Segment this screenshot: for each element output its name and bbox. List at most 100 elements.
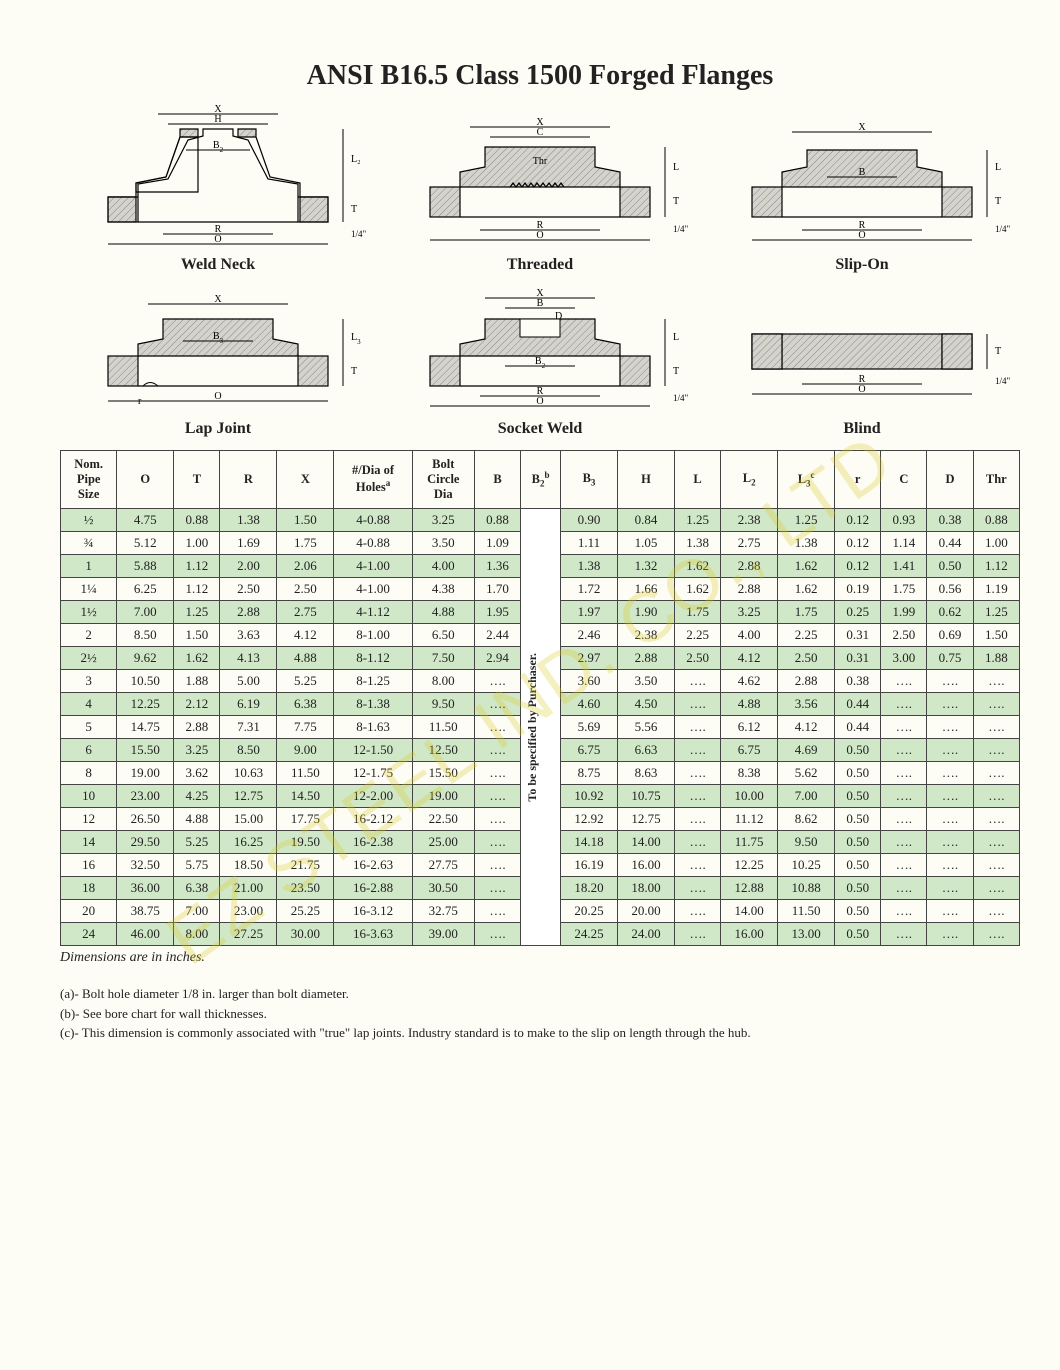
table-cell: 6 [61,739,117,762]
table-cell: 1.25 [674,509,720,532]
table-cell: 32.50 [117,854,174,877]
table-cell: 14.00 [721,900,778,923]
table-cell: 4.00 [412,555,474,578]
table-cell: …. [973,762,1019,785]
table-cell: 10.25 [778,854,835,877]
svg-text:T: T [673,366,679,377]
table-cell: …. [881,716,927,739]
svg-text:L: L [673,332,679,343]
table-cell: …. [927,831,973,854]
table-cell: …. [927,739,973,762]
footnote-c: (c)- This dimension is commonly associat… [60,1023,1020,1043]
table-cell: 4-0.88 [334,509,412,532]
table-cell: 0.50 [835,739,881,762]
table-cell: 7.00 [174,900,220,923]
table-cell: …. [927,900,973,923]
table-cell: 17.75 [277,808,334,831]
table-cell: 0.19 [835,578,881,601]
table-cell: 1.38 [561,555,618,578]
svg-text:O: O [536,396,543,407]
table-cell: 9.62 [117,647,174,670]
table-cell: 36.00 [117,877,174,900]
diagram-label: Weld Neck [60,256,376,274]
table-cell: 1.75 [277,532,334,555]
table-cell: 1.62 [674,578,720,601]
table-cell: 22.50 [412,808,474,831]
table-cell: 1.50 [277,509,334,532]
table-cell: 4.50 [618,693,675,716]
table-cell: 9.50 [778,831,835,854]
table-cell: 46.00 [117,923,174,946]
table-cell: 23.00 [117,785,174,808]
svg-text:L: L [673,162,679,173]
svg-text:B2: B2 [213,140,224,154]
table-cell: 2.50 [778,647,835,670]
table-cell: 9.50 [412,693,474,716]
table-cell: 2.88 [174,716,220,739]
table-cell: …. [927,785,973,808]
svg-text:1/4": 1/4" [351,229,367,239]
table-cell: 4.69 [778,739,835,762]
table-cell: 1.00 [174,532,220,555]
table-cell: 1.50 [174,624,220,647]
table-cell: 5.88 [117,555,174,578]
table-cell: 1.38 [778,532,835,555]
svg-text:Thr: Thr [533,156,548,167]
table-cell: 2.88 [778,670,835,693]
col-r: r [835,451,881,509]
table-cell: 1.14 [881,532,927,555]
diagram-label: Socket Weld [382,420,698,438]
table-cell: 4.12 [721,647,778,670]
table-cell: 2.06 [277,555,334,578]
footnote-b: (b)- See bore chart for wall thicknesses… [60,1004,1020,1024]
col-B: B [474,451,520,509]
table-cell: …. [973,831,1019,854]
table-cell: …. [474,739,520,762]
table-cell: …. [474,670,520,693]
table-cell: 1.62 [778,578,835,601]
diagram-label: Lap Joint [60,420,376,438]
table-cell: …. [474,762,520,785]
table-cell: 7.31 [220,716,277,739]
table-cell: 29.50 [117,831,174,854]
table-cell: 0.88 [174,509,220,532]
svg-text:T: T [351,366,357,377]
table-cell: …. [674,900,720,923]
table-cell: 14 [61,831,117,854]
svg-text:1/4": 1/4" [995,376,1011,386]
table-cell: 1.62 [778,555,835,578]
table-cell: 0.84 [618,509,675,532]
table-cell: 3.63 [220,624,277,647]
table-cell: 1.66 [618,578,675,601]
col-bolt-circle: BoltCircleDia [412,451,474,509]
table-cell: 1.36 [474,555,520,578]
table-cell: 2.88 [721,578,778,601]
table-cell: 12-1.75 [334,762,412,785]
col-B3: B3 [561,451,618,509]
svg-text:X: X [858,122,866,133]
table-cell: 16.19 [561,854,618,877]
table-cell: 1.25 [778,509,835,532]
table-cell: 24.25 [561,923,618,946]
table-cell: 5.25 [277,670,334,693]
table-cell: …. [881,670,927,693]
table-cell: 18.00 [618,877,675,900]
table-cell: 2.25 [674,624,720,647]
table-cell: 2.38 [721,509,778,532]
svg-text:X: X [214,294,222,305]
table-cell: 8-1.38 [334,693,412,716]
table-cell: 6.75 [561,739,618,762]
b2-merged-cell: To be specified by Purchaser. [521,509,561,946]
table-cell: …. [674,831,720,854]
table-cell: 1.12 [174,555,220,578]
table-cell: 1.00 [973,532,1019,555]
table-cell: 0.44 [835,716,881,739]
table-cell: 16-3.63 [334,923,412,946]
table-cell: 5.75 [174,854,220,877]
table-cell: 5 [61,716,117,739]
table-cell: 3.25 [721,601,778,624]
table-cell: 4.88 [412,601,474,624]
table-cell: 10.75 [618,785,675,808]
svg-text:C: C [537,127,544,138]
table-cell: 12.25 [117,693,174,716]
